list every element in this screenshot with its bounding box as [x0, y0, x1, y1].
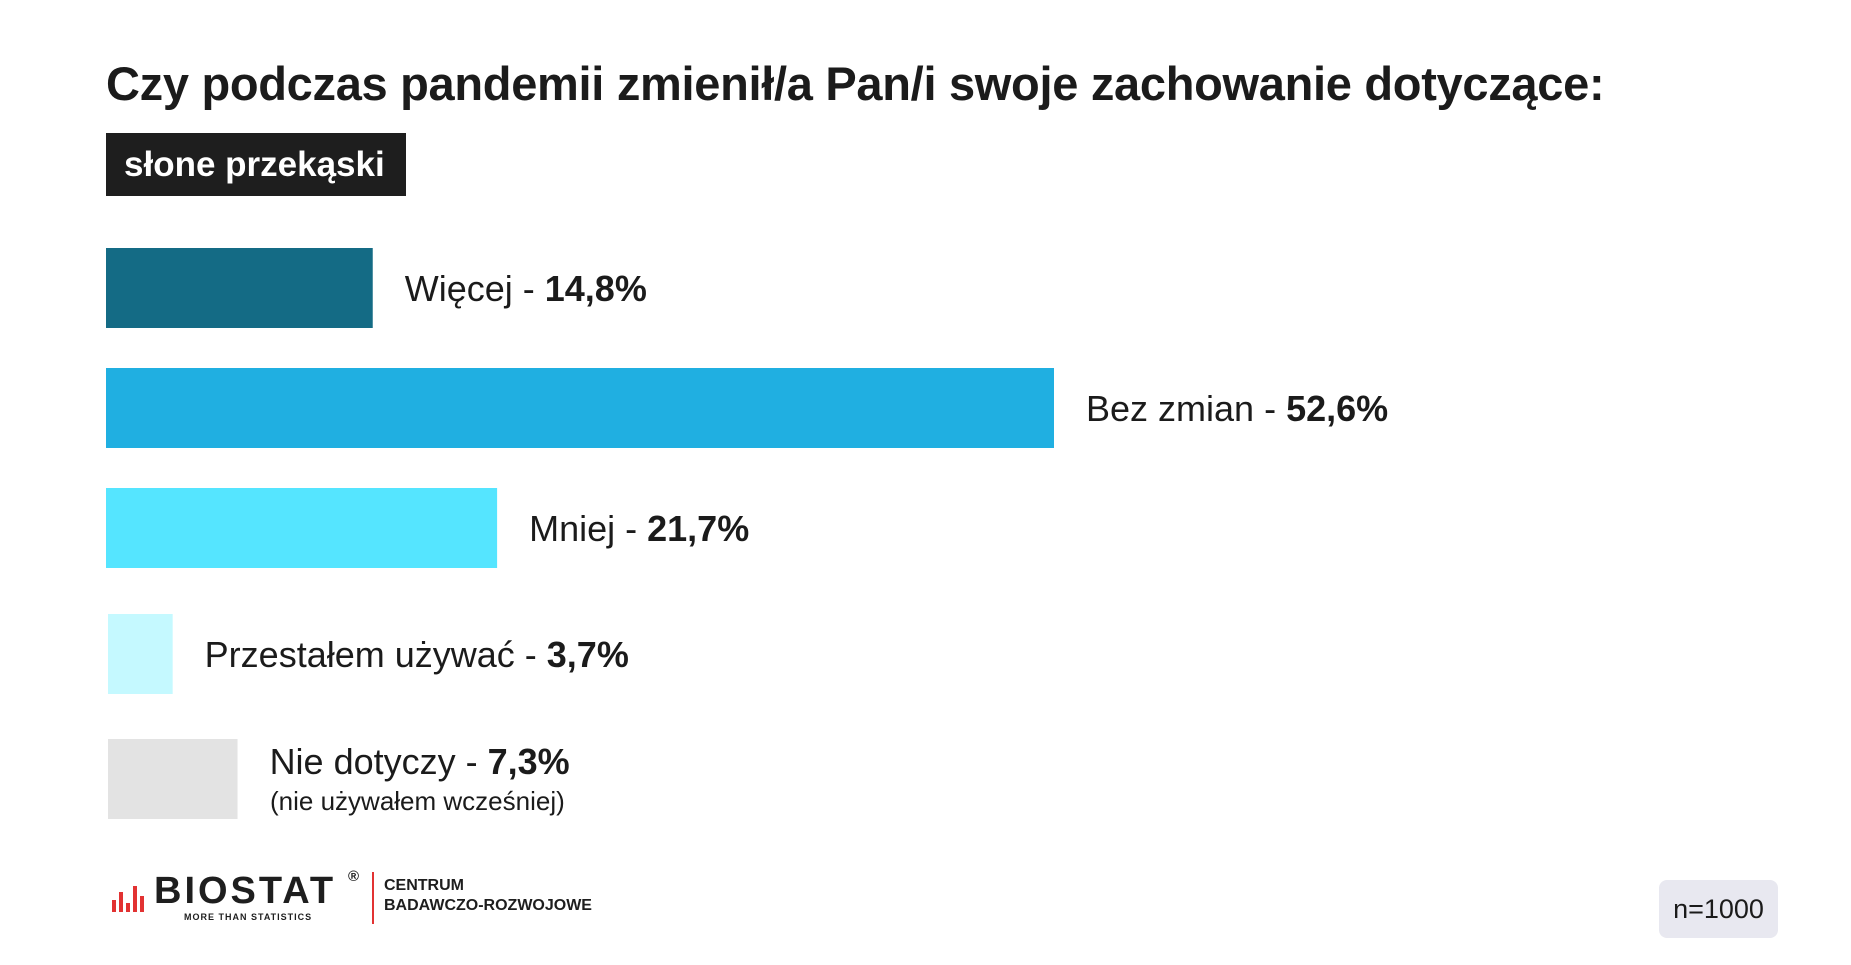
- bar-2: [106, 368, 1054, 448]
- label-separator: -: [512, 268, 545, 309]
- bar-label-5: Nie dotyczy - 7,3%: [270, 741, 570, 783]
- logo-registered-mark: ®: [348, 868, 360, 885]
- bar-category-label: Nie dotyczy: [269, 741, 456, 782]
- logo-wordmark: BIOSTAT: [154, 870, 337, 912]
- bar-category-label: Przestałem używać: [204, 634, 515, 675]
- logo-center-line1: CENTRUM: [384, 877, 464, 894]
- logo-center-line2: BADAWCZO-ROZWOJOWE: [384, 897, 592, 914]
- bar-5: [108, 739, 238, 819]
- label-separator: -: [615, 508, 648, 549]
- logo-tagline: MORE THAN STATISTICS: [184, 912, 313, 922]
- chart-subtitle-tag: słone przekąski: [106, 133, 406, 196]
- logo-divider: [372, 872, 374, 924]
- logo-bars-icon: [112, 878, 144, 912]
- bar-1: [106, 248, 373, 328]
- bar-category-label: Mniej: [529, 508, 616, 549]
- logo-center-text: CENTRUM BADAWCZO-ROZWOJOWE: [384, 876, 592, 916]
- bar-annotation-note: (nie używałem wcześniej): [270, 786, 565, 816]
- label-separator: -: [514, 634, 547, 675]
- bar-label-1: Więcej - 14,8%: [405, 268, 647, 310]
- sample-size-badge: n=1000: [1659, 880, 1778, 938]
- bar-label-4: Przestałem używać - 3,7%: [205, 634, 629, 676]
- bar-3: [106, 488, 498, 568]
- bar-label-3: Mniej - 21,7%: [529, 508, 749, 550]
- bar-4: [108, 614, 173, 694]
- bar-category-label: Bez zmian: [1086, 388, 1255, 429]
- bar-value-label: 3,7%: [546, 634, 629, 675]
- bar-value-label: 7,3%: [487, 741, 570, 782]
- chart-title: Czy podczas pandemii zmienił/a Pan/i swo…: [106, 57, 1605, 110]
- bar-label-2: Bez zmian - 52,6%: [1086, 388, 1388, 430]
- bar-value-label: 21,7%: [647, 508, 750, 549]
- bar-value-label: 14,8%: [544, 268, 647, 309]
- bar-value-label: 52,6%: [1286, 388, 1389, 429]
- bar-category-label: Więcej: [404, 268, 513, 309]
- label-separator: -: [1254, 388, 1287, 429]
- label-separator: -: [455, 741, 488, 782]
